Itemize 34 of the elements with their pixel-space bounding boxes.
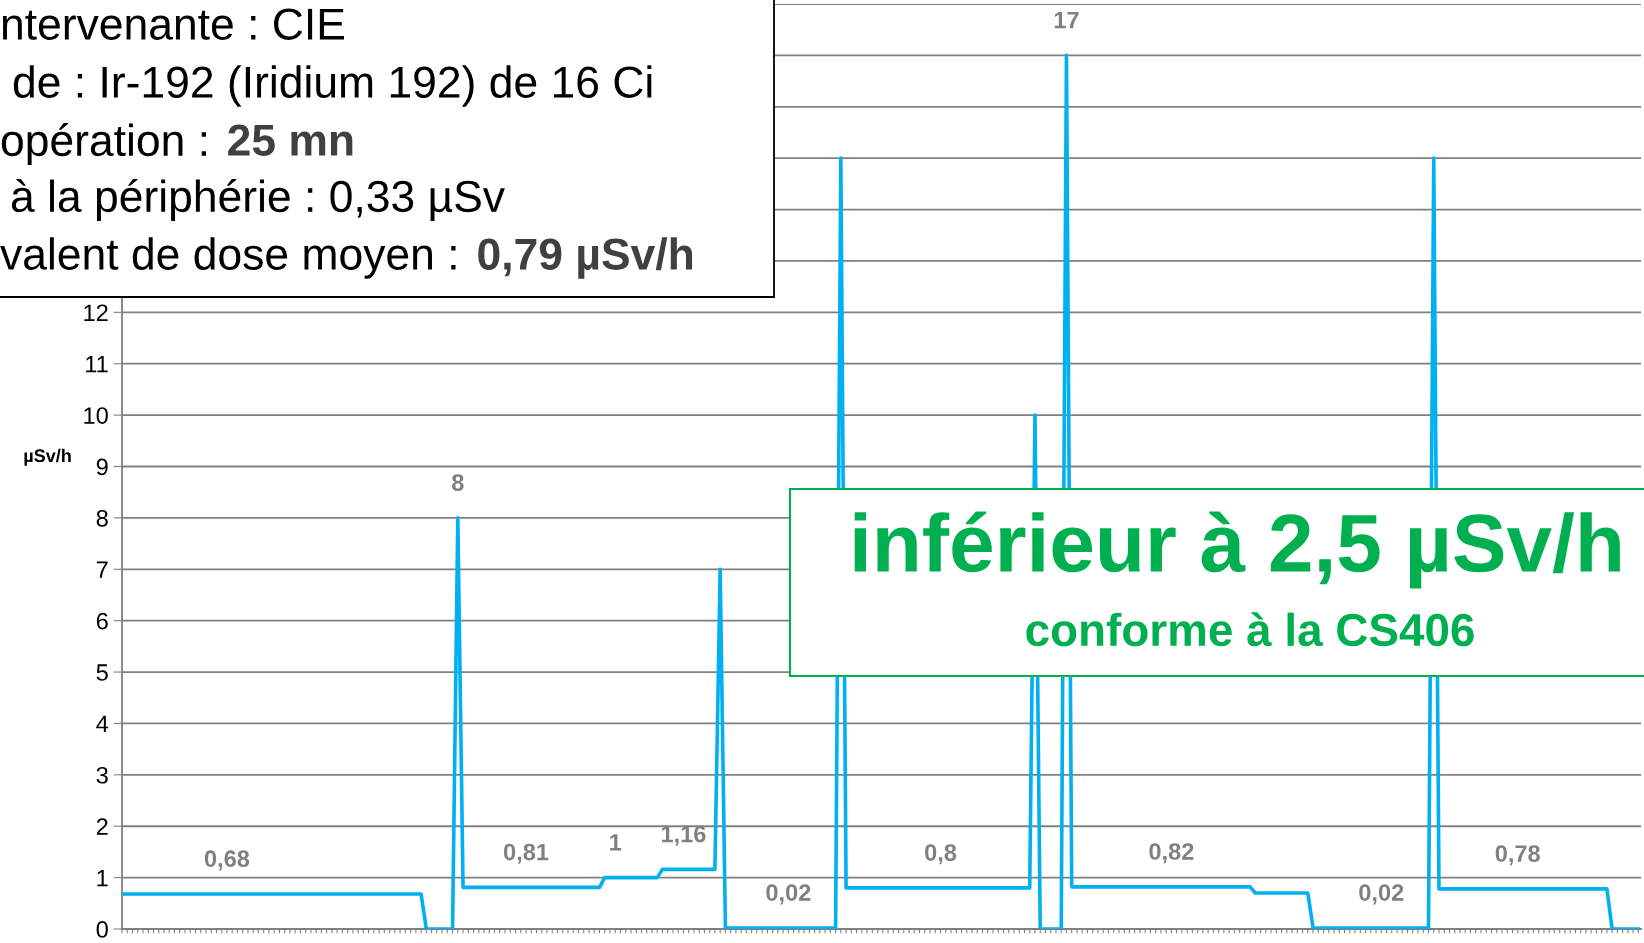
- y-tick-label: 10: [84, 407, 108, 424]
- y-tick-label: 9: [96, 458, 108, 476]
- data-label: 8: [451, 474, 464, 491]
- y-tick-label: 3: [96, 766, 108, 784]
- y-axis-title: µSv/h: [24, 448, 71, 466]
- y-tick-label: 4: [96, 715, 109, 732]
- annotation: valent de dose moyen :: [0, 237, 456, 279]
- y-tick-label: 7: [96, 561, 108, 578]
- annotation: conforme à la CS406: [1026, 612, 1474, 647]
- data-label: 0,02: [1359, 884, 1404, 905]
- data-label: 17: [1054, 11, 1079, 29]
- y-tick-label: 2: [96, 818, 108, 835]
- data-label: 0,82: [1149, 843, 1194, 864]
- data-label: 1,16: [661, 825, 706, 846]
- data-label: 0,81: [503, 843, 549, 864]
- annotation: ntervenante : CIE: [2, 8, 344, 40]
- annotation: 0,79 µSv/h: [478, 237, 693, 279]
- annotation: opération :: [1, 123, 206, 165]
- y-tick-label: 1: [97, 869, 108, 887]
- y-tick-label: 11: [86, 356, 108, 373]
- y-tick-label: 8: [96, 509, 108, 527]
- y-tick-label: 0: [96, 921, 108, 938]
- y-tick-label: 6: [96, 612, 108, 630]
- annotation: à la périphérie : 0,33 µSv: [11, 179, 505, 221]
- annotation: 25 mn: [228, 124, 353, 156]
- data-label: 0,02: [766, 884, 811, 905]
- data-label: 0,8: [925, 844, 957, 865]
- data-label: 1: [610, 834, 622, 851]
- annotation: inférieur à 2,5 µSv/h: [854, 511, 1620, 589]
- data-label: 0,68: [204, 850, 250, 871]
- y-tick-label: 5: [96, 664, 108, 681]
- data-label: 0,78: [1495, 845, 1540, 866]
- y-tick-label: 12: [84, 304, 108, 321]
- annotation: de : Ir-192 (Iridium 192) de 16 Ci: [13, 65, 652, 107]
